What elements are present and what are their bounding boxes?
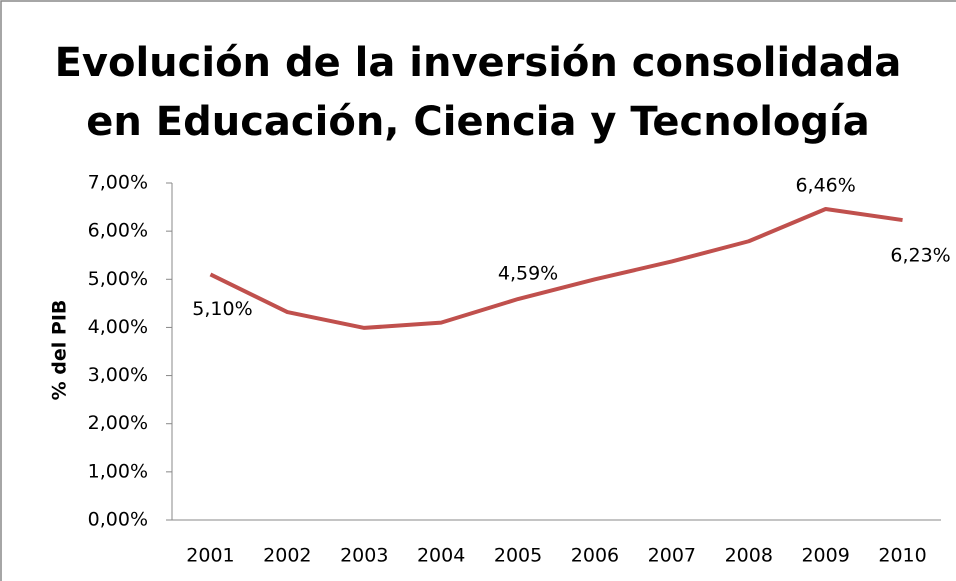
data-label: 5,10% bbox=[192, 298, 252, 320]
x-tick-label: 2010 bbox=[878, 545, 926, 567]
x-tick-label: 2009 bbox=[801, 545, 849, 567]
x-tick-label: 2005 bbox=[494, 545, 542, 567]
x-tick-label: 2006 bbox=[571, 545, 619, 567]
y-tick-label: 6,00% bbox=[88, 220, 148, 242]
x-tick-label: 2002 bbox=[263, 545, 311, 567]
x-tick-label: 2004 bbox=[417, 545, 465, 567]
data-label: 4,59% bbox=[498, 263, 558, 285]
x-tick-label: 2007 bbox=[648, 545, 696, 567]
data-label: 6,46% bbox=[795, 174, 855, 196]
y-tick-label: 5,00% bbox=[88, 268, 148, 290]
data-label: 6,23% bbox=[890, 245, 950, 267]
y-tick-label: 1,00% bbox=[88, 460, 148, 482]
chart-title: Evolución de la inversión consolidada bbox=[55, 40, 902, 86]
y-tick-label: 2,00% bbox=[88, 412, 148, 434]
line bbox=[209, 206, 903, 330]
chart-title: en Educación, Ciencia y Tecnología bbox=[86, 99, 869, 145]
y-tick-label: 0,00% bbox=[88, 509, 148, 531]
y-tick-label: 3,00% bbox=[88, 364, 148, 386]
x-tick-label: 2003 bbox=[340, 545, 388, 567]
y-tick-label: 4,00% bbox=[88, 316, 148, 338]
x-tick-label: 2001 bbox=[186, 545, 234, 567]
y-tick-label: 7,00% bbox=[88, 172, 148, 194]
y-axis-label: % del PIB bbox=[49, 300, 71, 401]
x-tick-label: 2008 bbox=[725, 545, 773, 567]
